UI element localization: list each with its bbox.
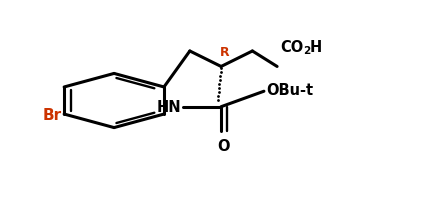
Text: O: O xyxy=(218,138,230,153)
Text: R: R xyxy=(220,46,230,59)
Text: OBu-t: OBu-t xyxy=(266,83,314,98)
Text: CO: CO xyxy=(280,40,303,55)
Text: 2: 2 xyxy=(303,46,310,56)
Text: Br: Br xyxy=(42,107,62,122)
Text: H: H xyxy=(309,40,322,55)
Text: HN: HN xyxy=(157,100,181,115)
